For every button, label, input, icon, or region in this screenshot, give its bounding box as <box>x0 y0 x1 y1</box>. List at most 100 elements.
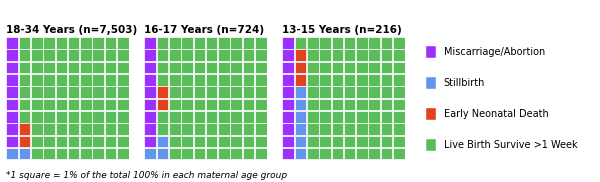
FancyBboxPatch shape <box>356 99 368 110</box>
FancyBboxPatch shape <box>319 111 331 122</box>
FancyBboxPatch shape <box>31 37 43 49</box>
FancyBboxPatch shape <box>206 136 217 147</box>
FancyBboxPatch shape <box>283 62 294 73</box>
FancyBboxPatch shape <box>19 99 30 110</box>
FancyBboxPatch shape <box>332 74 343 86</box>
FancyBboxPatch shape <box>426 77 436 89</box>
FancyBboxPatch shape <box>255 136 266 147</box>
FancyBboxPatch shape <box>283 86 294 98</box>
FancyBboxPatch shape <box>194 99 205 110</box>
FancyBboxPatch shape <box>117 148 128 159</box>
FancyBboxPatch shape <box>80 50 92 61</box>
FancyBboxPatch shape <box>230 123 242 135</box>
FancyBboxPatch shape <box>255 123 266 135</box>
FancyBboxPatch shape <box>381 99 392 110</box>
FancyBboxPatch shape <box>31 111 43 122</box>
FancyBboxPatch shape <box>295 37 306 49</box>
FancyBboxPatch shape <box>283 148 294 159</box>
FancyBboxPatch shape <box>344 37 355 49</box>
Text: 18-34 Years (n=7,503): 18-34 Years (n=7,503) <box>6 25 137 35</box>
FancyBboxPatch shape <box>157 50 168 61</box>
FancyBboxPatch shape <box>56 99 67 110</box>
FancyBboxPatch shape <box>393 111 404 122</box>
FancyBboxPatch shape <box>319 99 331 110</box>
FancyBboxPatch shape <box>344 86 355 98</box>
FancyBboxPatch shape <box>68 99 79 110</box>
FancyBboxPatch shape <box>243 148 254 159</box>
FancyBboxPatch shape <box>68 37 79 49</box>
FancyBboxPatch shape <box>283 37 294 49</box>
FancyBboxPatch shape <box>307 136 319 147</box>
FancyBboxPatch shape <box>230 86 242 98</box>
FancyBboxPatch shape <box>43 111 55 122</box>
FancyBboxPatch shape <box>181 99 193 110</box>
FancyBboxPatch shape <box>307 148 319 159</box>
FancyBboxPatch shape <box>295 62 306 73</box>
FancyBboxPatch shape <box>295 148 306 159</box>
FancyBboxPatch shape <box>243 62 254 73</box>
FancyBboxPatch shape <box>68 74 79 86</box>
FancyBboxPatch shape <box>255 74 266 86</box>
FancyBboxPatch shape <box>344 62 355 73</box>
FancyBboxPatch shape <box>368 99 380 110</box>
FancyBboxPatch shape <box>230 111 242 122</box>
FancyBboxPatch shape <box>295 50 306 61</box>
FancyBboxPatch shape <box>319 50 331 61</box>
FancyBboxPatch shape <box>80 37 92 49</box>
FancyBboxPatch shape <box>43 148 55 159</box>
FancyBboxPatch shape <box>356 62 368 73</box>
FancyBboxPatch shape <box>157 62 168 73</box>
FancyBboxPatch shape <box>117 123 128 135</box>
FancyBboxPatch shape <box>181 86 193 98</box>
FancyBboxPatch shape <box>206 111 217 122</box>
FancyBboxPatch shape <box>368 37 380 49</box>
FancyBboxPatch shape <box>332 148 343 159</box>
FancyBboxPatch shape <box>255 111 266 122</box>
FancyBboxPatch shape <box>31 99 43 110</box>
FancyBboxPatch shape <box>105 86 116 98</box>
FancyBboxPatch shape <box>31 123 43 135</box>
FancyBboxPatch shape <box>105 62 116 73</box>
FancyBboxPatch shape <box>43 37 55 49</box>
Text: 16-17 Years (n=724): 16-17 Years (n=724) <box>144 25 264 35</box>
FancyBboxPatch shape <box>80 62 92 73</box>
FancyBboxPatch shape <box>68 50 79 61</box>
FancyBboxPatch shape <box>68 62 79 73</box>
Text: Early Neonatal Death: Early Neonatal Death <box>444 109 548 119</box>
FancyBboxPatch shape <box>105 148 116 159</box>
FancyBboxPatch shape <box>43 50 55 61</box>
FancyBboxPatch shape <box>19 37 30 49</box>
FancyBboxPatch shape <box>332 123 343 135</box>
FancyBboxPatch shape <box>307 123 319 135</box>
FancyBboxPatch shape <box>319 86 331 98</box>
FancyBboxPatch shape <box>56 62 67 73</box>
FancyBboxPatch shape <box>230 99 242 110</box>
FancyBboxPatch shape <box>145 37 156 49</box>
FancyBboxPatch shape <box>319 62 331 73</box>
FancyBboxPatch shape <box>319 74 331 86</box>
FancyBboxPatch shape <box>145 86 156 98</box>
FancyBboxPatch shape <box>332 136 343 147</box>
FancyBboxPatch shape <box>206 123 217 135</box>
FancyBboxPatch shape <box>19 111 30 122</box>
FancyBboxPatch shape <box>80 74 92 86</box>
FancyBboxPatch shape <box>344 136 355 147</box>
FancyBboxPatch shape <box>381 50 392 61</box>
FancyBboxPatch shape <box>80 86 92 98</box>
FancyBboxPatch shape <box>206 148 217 159</box>
FancyBboxPatch shape <box>283 123 294 135</box>
FancyBboxPatch shape <box>255 50 266 61</box>
FancyBboxPatch shape <box>92 123 104 135</box>
FancyBboxPatch shape <box>255 99 266 110</box>
FancyBboxPatch shape <box>43 74 55 86</box>
FancyBboxPatch shape <box>105 50 116 61</box>
FancyBboxPatch shape <box>243 37 254 49</box>
FancyBboxPatch shape <box>194 148 205 159</box>
FancyBboxPatch shape <box>157 136 168 147</box>
FancyBboxPatch shape <box>117 50 128 61</box>
FancyBboxPatch shape <box>43 136 55 147</box>
FancyBboxPatch shape <box>218 99 230 110</box>
FancyBboxPatch shape <box>307 50 319 61</box>
FancyBboxPatch shape <box>426 139 436 151</box>
FancyBboxPatch shape <box>295 99 306 110</box>
